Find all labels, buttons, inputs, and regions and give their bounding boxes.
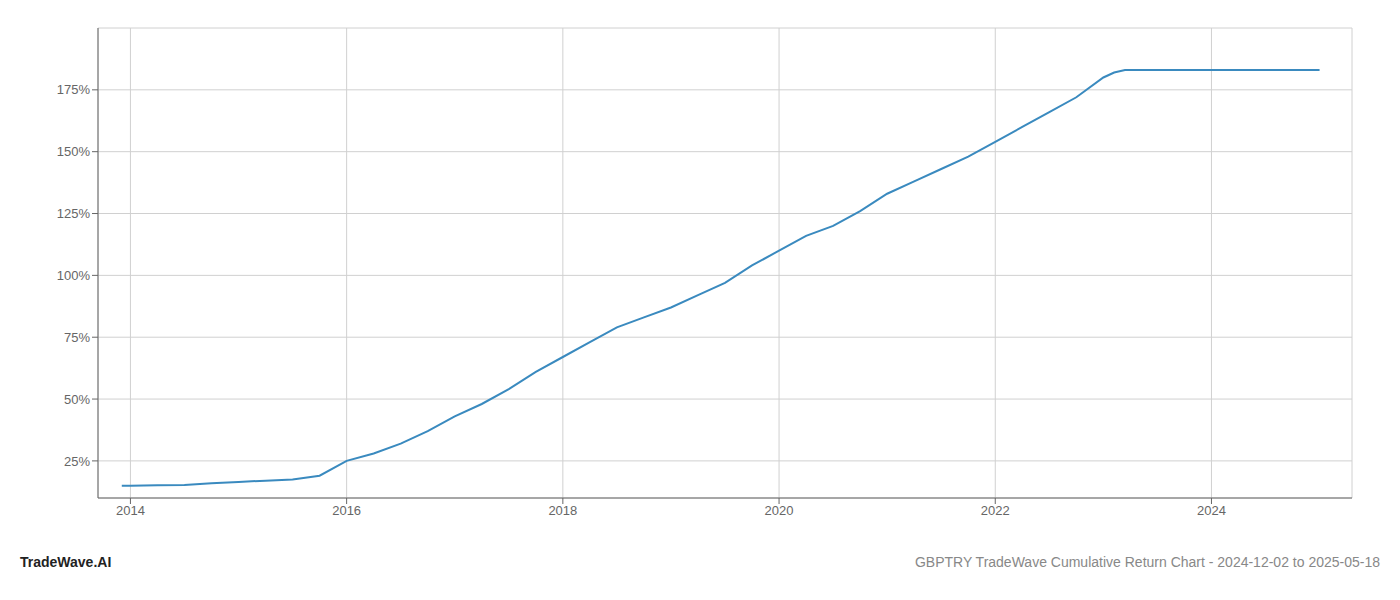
- svg-text:175%: 175%: [57, 82, 91, 97]
- svg-text:2022: 2022: [981, 503, 1010, 518]
- html-text:GBPTRY TradeWave Cumulative Re: GBPTRY TradeWave Cumulative Return Chart…: [914, 554, 1380, 570]
- svg-text:25%: 25%: [64, 454, 90, 469]
- svg-text:50%: 50%: [64, 392, 90, 407]
- svg-text:2016: 2016: [332, 503, 361, 518]
- svg-text:2014: 2014: [116, 503, 145, 518]
- svg-text:75%: 75%: [64, 330, 90, 345]
- svg-text:150%: 150%: [57, 144, 91, 159]
- svg-text:2024: 2024: [1197, 503, 1226, 518]
- svg-text:2018: 2018: [548, 503, 577, 518]
- html-text:TradeWave.AI: TradeWave.AI: [20, 554, 112, 570]
- svg-text:125%: 125%: [57, 206, 91, 221]
- svg-text:100%: 100%: [57, 268, 91, 283]
- svg-text:2020: 2020: [765, 503, 794, 518]
